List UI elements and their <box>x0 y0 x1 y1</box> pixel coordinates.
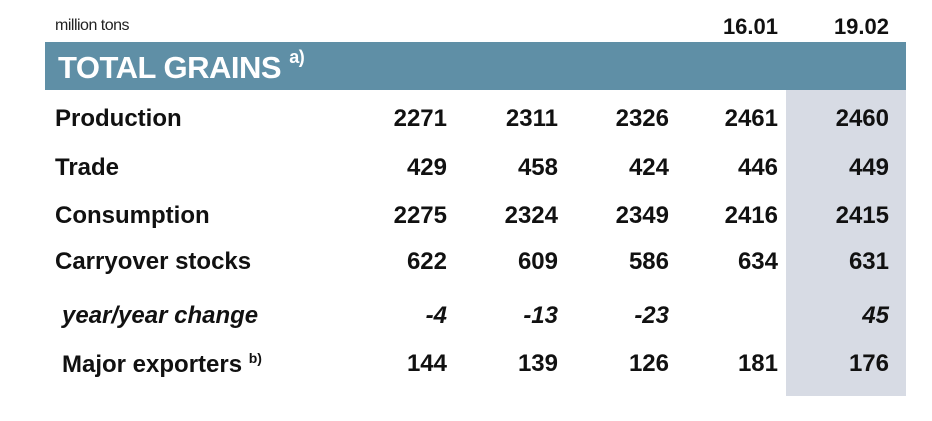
highlighted-column <box>786 90 906 396</box>
cell-value: 2311 <box>505 105 558 132</box>
column-header-19-02: 19.02 <box>833 14 889 39</box>
table-row: Carryover stocks 622 609 586 634 631 <box>0 248 932 278</box>
cell-value: 2349 <box>615 202 669 229</box>
cell-value: 449 <box>848 154 889 181</box>
row-label-text: Trade <box>55 154 120 181</box>
row-label: Production <box>55 105 182 133</box>
cell-value: -13 <box>523 302 558 329</box>
table-row: Major exporters b) 144 139 126 181 176 <box>0 350 932 380</box>
cell-value: 634 <box>737 248 778 275</box>
cell-value: 139 <box>517 350 558 377</box>
cell-value: 458 <box>517 154 558 181</box>
cell-value: 446 <box>737 154 778 181</box>
row-label-text: Carryover stocks <box>55 248 252 275</box>
cell-value: 45 <box>862 302 889 329</box>
cell-value: -23 <box>634 302 669 329</box>
cell-value: 126 <box>628 350 669 377</box>
section-banner <box>45 42 906 90</box>
row-label: Major exporters b) <box>62 350 262 379</box>
cell-value: 2415 <box>835 202 889 229</box>
cell-value: 2324 <box>504 202 558 229</box>
cell-value: -4 <box>425 302 447 329</box>
cell-value: 2461 <box>724 105 778 132</box>
row-label: Trade <box>55 154 119 182</box>
table-row: Consumption 2275 2324 2349 2416 2415 <box>0 202 932 232</box>
row-label: year/year change <box>62 302 258 330</box>
cell-value: 2416 <box>724 202 778 229</box>
row-footnote: b) <box>248 350 262 366</box>
section-title-text: TOTAL GRAINS <box>58 50 282 85</box>
section-title: TOTAL GRAINS a) <box>58 46 305 86</box>
table-row: Production 2271 2311 2326 2461 2460 <box>0 105 932 135</box>
row-label: Carryover stocks <box>55 248 251 276</box>
cell-value: 609 <box>517 248 558 275</box>
cell-value: 2326 <box>615 105 669 132</box>
cell-value: 2460 <box>835 105 889 132</box>
row-label: Consumption <box>55 202 210 230</box>
cell-value: 424 <box>628 154 669 181</box>
cell-value: 622 <box>406 248 447 275</box>
table-row: year/year change -4 -13 -23 45 <box>0 302 932 332</box>
row-label-text: Production <box>55 105 182 132</box>
cell-value: 586 <box>628 248 669 275</box>
cell-value: 631 <box>848 248 889 275</box>
row-label-text: Major exporters <box>62 351 243 378</box>
cell-value: 2275 <box>393 202 447 229</box>
row-label-text: Consumption <box>55 202 210 229</box>
cell-value: 144 <box>406 350 447 377</box>
cell-value: 429 <box>406 154 447 181</box>
cell-value: 181 <box>737 350 778 377</box>
cell-value: 2271 <box>393 105 447 132</box>
table-row: Trade 429 458 424 446 449 <box>0 154 932 184</box>
cell-value: 176 <box>848 350 889 377</box>
section-footnote: a) <box>289 46 305 67</box>
column-header-16-01: 16.01 <box>722 14 778 39</box>
row-label-text: year/year change <box>62 302 259 329</box>
unit-label: million tons <box>55 17 130 34</box>
